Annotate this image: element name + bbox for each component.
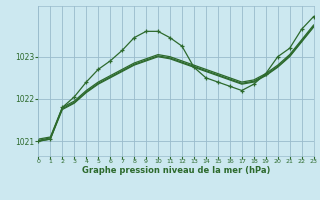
- X-axis label: Graphe pression niveau de la mer (hPa): Graphe pression niveau de la mer (hPa): [82, 166, 270, 175]
